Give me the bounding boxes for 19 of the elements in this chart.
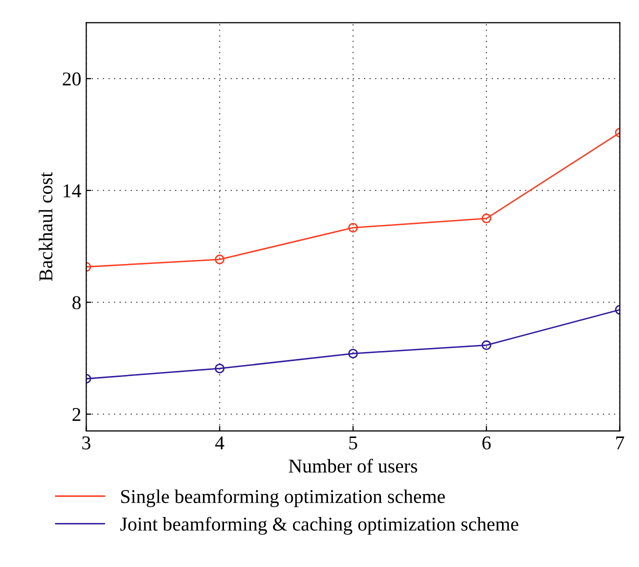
x-tick-label: 3 <box>82 436 90 450</box>
y-tick-label: 14 <box>64 184 82 198</box>
legend-label: Joint beamforming & caching optimization scheme <box>120 516 518 535</box>
point <box>214 364 225 374</box>
y-tick-label: 20 <box>62 72 81 86</box>
x-axis-title: Number of users <box>288 458 418 473</box>
y-tick-label: 8 <box>72 296 81 310</box>
legend-label: Single beamforming optimization scheme <box>121 489 445 508</box>
point <box>482 214 492 224</box>
point <box>348 348 358 358</box>
x-tick-label: 7 <box>616 436 624 450</box>
x-tick-label: 6 <box>482 436 491 450</box>
y-tick-label: 2 <box>72 408 80 421</box>
y-axis-title: Backhaul cost <box>38 172 52 282</box>
point <box>482 340 492 350</box>
point <box>214 254 225 264</box>
x-tick-label: 5 <box>349 436 358 450</box>
x-tick-label: 4 <box>215 436 224 450</box>
point <box>348 222 358 233</box>
